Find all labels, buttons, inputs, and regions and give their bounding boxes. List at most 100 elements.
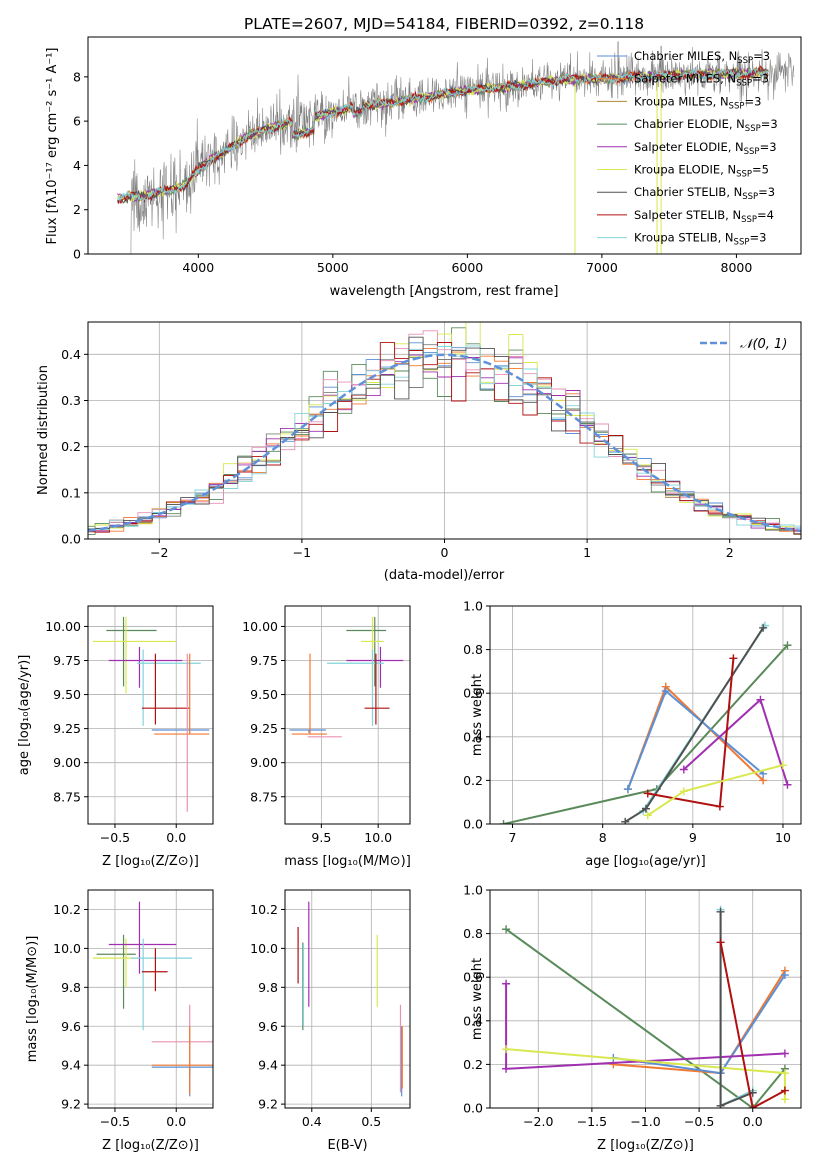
- y-tick-label: 6: [73, 114, 81, 129]
- y-tick-label: 0.4: [61, 347, 81, 362]
- y-tick-label: 9.75: [250, 653, 278, 668]
- weight-marker: [716, 907, 725, 916]
- legend-entry: 𝒩(0, 1): [740, 337, 787, 352]
- plot-area-weight_vs_Z: [502, 905, 789, 1108]
- y-tick-label: 9.25: [53, 721, 81, 736]
- plot-area-residuals: [88, 322, 801, 536]
- x-tick-label: 10: [775, 830, 791, 845]
- x-axis-label: mass [log₁₀(M/M⊙)]: [284, 854, 411, 869]
- x-tick-label: −1.5: [577, 1114, 607, 1129]
- x-tick-label: 0.0: [743, 1114, 763, 1129]
- y-tick-label: 0.4: [463, 1013, 483, 1028]
- weight-marker: [780, 1049, 789, 1058]
- x-axis-label: Z [log₁₀(Z/Z⊙)]: [102, 1138, 199, 1153]
- errorbar-point: [364, 653, 390, 725]
- plot-residuals: −2 −1 0 1 2 0.0 0.1 0.2 0.3 0.4 𝒩(0, 1) (data-model…: [36, 321, 802, 583]
- y-tick-label: 0.0: [463, 1101, 483, 1116]
- y-tick-label: 0.1: [61, 485, 81, 500]
- axes-frame: [284, 889, 411, 1109]
- legend-entry: Kroupa STELIB, NSSP=3: [634, 231, 766, 248]
- axes-frame: [87, 36, 802, 255]
- weight-series-line: [719, 942, 786, 1108]
- legend-entry: Salpeter ELODIE, NSSP=3: [634, 140, 777, 157]
- errorbar-point: [106, 616, 157, 687]
- weight-marker: [643, 811, 652, 820]
- plot-weight_vs_age: 7 8 9 10 0.0 0.2 0.4 0.6 0.8 1.0 age [log₁₀(age/yr…: [463, 599, 802, 869]
- weight-marker: [502, 1064, 511, 1073]
- y-tick-label: 0.2: [463, 1057, 483, 1072]
- errorbar-point: [151, 1026, 213, 1095]
- weight-marker: [780, 1086, 789, 1095]
- y-tick-label: 9.50: [250, 687, 278, 702]
- y-tick-label: 9.8: [61, 980, 81, 995]
- plot-area-spectrum: [96, 41, 795, 254]
- y-axis-label: Normed distribution: [36, 365, 51, 495]
- plot-area-weight_vs_age: [499, 621, 792, 824]
- y-tick-label: 4: [73, 158, 81, 173]
- plot-mass_vs_Z: −0.5 0.0 9.2 9.4 9.6 9.8 10.0 10.2 Z [log₁₀(Z/Z⊙…: [25, 889, 214, 1153]
- weight-marker: [783, 780, 792, 789]
- y-tick-label: 9.2: [61, 1097, 81, 1112]
- model-fit-line: [117, 65, 769, 204]
- weight-series-line: [626, 689, 764, 790]
- x-axis-label: age [log₁₀(age/yr)]: [585, 854, 706, 869]
- residual-histogram-series: [88, 327, 801, 536]
- errorbar-point: [289, 729, 326, 733]
- plot-area-age_vs_Z: [92, 616, 210, 812]
- legend-entry: Kroupa MILES, NSSP=3: [634, 94, 761, 111]
- weight-marker: [748, 1104, 757, 1108]
- x-tick-label: 0.4: [302, 1114, 322, 1129]
- y-tick-label: 8.75: [53, 789, 81, 804]
- weight-marker: [502, 925, 511, 934]
- errorbar-point: [141, 948, 168, 992]
- x-tick-label: 0.0: [166, 830, 186, 845]
- weight-marker: [780, 1069, 789, 1078]
- weight-marker: [759, 623, 768, 632]
- weight-marker: [756, 695, 765, 704]
- weight-marker: [623, 785, 632, 794]
- x-axis-label: wavelength [Angstrom, rest frame]: [330, 284, 559, 299]
- axes-frame: [87, 605, 214, 825]
- weight-marker: [729, 654, 738, 663]
- y-tick-label: 0.4: [463, 729, 483, 744]
- x-tick-label: 6000: [451, 260, 483, 275]
- y-tick-label: 1.0: [463, 599, 483, 614]
- y-tick-label: 0.8: [463, 926, 483, 941]
- weight-series-line: [503, 644, 789, 824]
- x-tick-label: 0.0: [166, 1114, 186, 1129]
- plot-spectrum: 4000 5000 6000 7000 8000 0 2 4 6 8 Chabrier MILES,…: [45, 36, 802, 299]
- x-tick-label: 7000: [586, 260, 618, 275]
- errorbar-point: [130, 938, 193, 1031]
- y-axis-label: mass weight: [470, 958, 485, 1040]
- errorbar-point: [151, 729, 210, 733]
- legend-entry: Chabrier ELODIE, NSSP=3: [634, 117, 778, 134]
- weight-series-line: [624, 627, 764, 823]
- weight-series-line: [719, 911, 754, 1108]
- x-tick-label: −0.5: [684, 1114, 714, 1129]
- y-tick-label: 9.4: [61, 1058, 81, 1073]
- x-tick-label: 7: [509, 830, 517, 845]
- legend-entry: Chabrier STELIB, NSSP=3: [634, 185, 775, 202]
- x-tick-label: −0.5: [100, 1114, 130, 1129]
- weight-marker: [643, 789, 652, 798]
- weight-marker: [499, 820, 508, 824]
- x-tick-label: 10.0: [364, 830, 392, 845]
- weight-marker: [661, 687, 670, 696]
- y-tick-label: 10.2: [250, 902, 278, 917]
- errorbar-point: [291, 653, 328, 735]
- y-tick-label: 9.8: [258, 980, 278, 995]
- x-axis-label: Z [log₁₀(Z/Z⊙)]: [102, 854, 199, 869]
- y-tick-label: 9.6: [258, 1019, 278, 1034]
- residual-histogram-series: [88, 342, 801, 535]
- y-axis-label: age [log₁₀(age/yr)]: [17, 655, 32, 776]
- weight-series-line: [505, 928, 786, 1108]
- plot-age_vs_Z: −0.5 0.0 8.75 9.00 9.25 9.50 9.75 10.00 Z [log₁₀…: [17, 605, 214, 869]
- y-tick-label: 9.75: [53, 653, 81, 668]
- x-tick-label: 9: [689, 830, 697, 845]
- spectrum-legend: Chabrier MILES, NSSP=3 Salpeter MILES, NS…: [597, 49, 778, 248]
- weight-marker: [783, 641, 792, 650]
- plot-area-age_vs_mass: [289, 616, 404, 738]
- weight-marker: [780, 1095, 789, 1104]
- x-tick-label: 9.5: [311, 830, 331, 845]
